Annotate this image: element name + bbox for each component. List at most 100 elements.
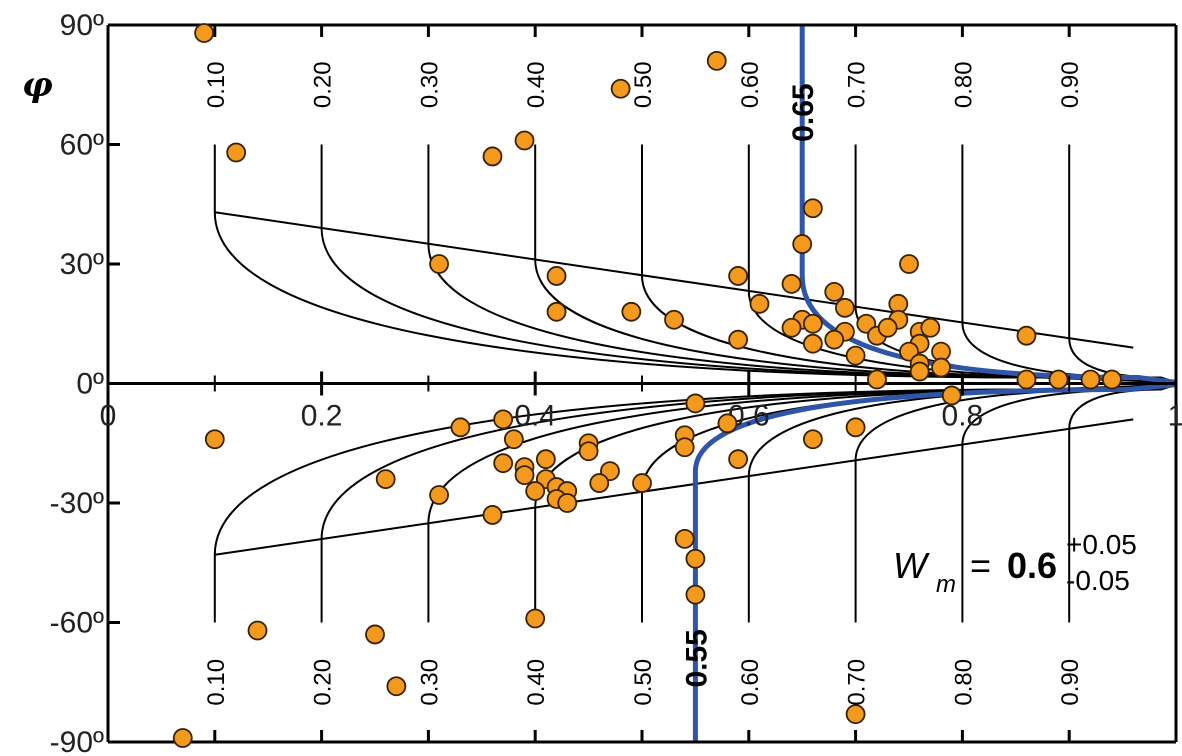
data-point	[621, 301, 642, 322]
highlight-curve-lower	[692, 382, 1177, 742]
contour-curves	[213, 144, 1177, 623]
data-point	[685, 548, 706, 569]
data-point	[664, 309, 684, 330]
data-point	[877, 317, 898, 338]
contour-label-lower: 0.10	[203, 659, 230, 706]
contour-label-upper: 0.10	[203, 61, 230, 108]
wm-sub: m	[936, 571, 956, 598]
data-point	[792, 234, 813, 254]
data-point	[674, 437, 695, 458]
data-point	[247, 620, 268, 641]
data-point	[824, 329, 845, 350]
contour-label-lower: 0.70	[844, 659, 871, 706]
x-tick-label: 0.2	[301, 400, 343, 433]
data-point	[728, 266, 749, 286]
data-point	[931, 357, 951, 378]
contour-label-lower: 0.40	[523, 659, 550, 706]
data-point	[610, 78, 631, 99]
data-point	[375, 469, 396, 490]
contour-label-upper: 0.50	[630, 61, 657, 108]
data-point	[845, 345, 866, 366]
data-point	[749, 293, 770, 314]
data-point	[845, 417, 866, 438]
data-point	[429, 254, 449, 274]
x-tick-label: 1	[1168, 400, 1182, 433]
data-point	[867, 369, 887, 390]
data-point	[535, 449, 556, 470]
data-point	[493, 409, 514, 430]
x-tick-label: 0.8	[942, 400, 984, 433]
data-point	[514, 130, 535, 151]
contour-label-upper: 0.60	[737, 61, 764, 108]
data-point	[632, 473, 652, 493]
data-point	[728, 329, 749, 350]
data-point	[546, 266, 567, 286]
y-tick-label: 30º	[60, 248, 104, 281]
data-point	[685, 393, 706, 414]
data-point	[802, 429, 823, 450]
wm-var: W	[893, 545, 930, 586]
data-point	[482, 146, 503, 167]
data-point	[1102, 369, 1122, 390]
highlight-label-upper: 0.65	[787, 83, 820, 141]
contour-label-lower: 0.50	[630, 659, 657, 706]
data-point	[824, 281, 845, 302]
data-point	[717, 413, 738, 434]
data-point	[685, 584, 706, 605]
curve-labels: 0.10 0.20 0.30 0.40 0.50 0.60 0.70 0.80 0.90 0.10…	[203, 61, 1084, 705]
data-point	[194, 23, 215, 43]
contour-label-upper: 0.40	[523, 61, 550, 108]
data-point	[546, 301, 567, 322]
y-tick-label: 0º	[76, 368, 104, 401]
wm-eq: =	[970, 545, 991, 586]
data-point	[493, 453, 514, 474]
data-point	[909, 361, 930, 382]
contour-curve-upper	[213, 144, 1177, 384]
data-point	[503, 429, 524, 450]
data-point	[525, 608, 546, 629]
data-point	[429, 485, 449, 505]
x-tick-label: 0.4	[514, 400, 556, 433]
contour-label-lower: 0.30	[416, 659, 443, 706]
data-point	[802, 198, 823, 219]
data-point	[802, 333, 823, 354]
y-tick-label: -90º	[50, 726, 104, 756]
data-point	[728, 449, 749, 470]
data-point	[514, 465, 535, 486]
contour-label-upper: 0.80	[950, 61, 977, 108]
data-point	[386, 676, 407, 697]
wm-minus: -0.05	[1066, 565, 1130, 596]
data-point	[578, 441, 599, 462]
contour-curve-upper	[534, 144, 1177, 384]
contour-label-upper: 0.70	[844, 61, 871, 108]
contour-curve-lower	[1068, 383, 1177, 623]
contour-label-lower: 0.20	[310, 659, 337, 706]
data-point	[525, 481, 546, 501]
contour-label-upper: 0.20	[310, 61, 337, 108]
contour-curve-upper	[641, 144, 1177, 384]
envelope-line-upper	[214, 211, 1134, 349]
data-point	[1080, 369, 1101, 390]
data-point	[781, 317, 802, 338]
axes: 90º 60º 30º 0º -30º -60º -90º 0 0.2 0.4 0.6 0.8 1	[50, 9, 1182, 756]
data-point	[674, 528, 695, 549]
contour-label-lower: 0.60	[737, 659, 764, 706]
data-point	[941, 385, 962, 406]
wm-value: 0.6	[1007, 545, 1057, 586]
highlight-label-lower: 0.55	[680, 629, 713, 687]
data-point	[899, 254, 919, 274]
wm-annotation: W m = 0.6 +0.05 -0.05	[893, 529, 1137, 598]
data-point	[482, 505, 503, 525]
contour-label-lower: 0.80	[950, 659, 977, 706]
data-point	[226, 142, 247, 163]
y-tick-label: -60º	[50, 607, 104, 640]
contour-label-upper: 0.90	[1057, 61, 1084, 108]
wm-plus: +0.05	[1066, 529, 1137, 560]
data-point	[845, 704, 866, 725]
data-point	[172, 728, 193, 748]
data-point	[706, 50, 727, 71]
x-tick-label: 0	[100, 400, 117, 433]
data-point	[1016, 325, 1037, 346]
